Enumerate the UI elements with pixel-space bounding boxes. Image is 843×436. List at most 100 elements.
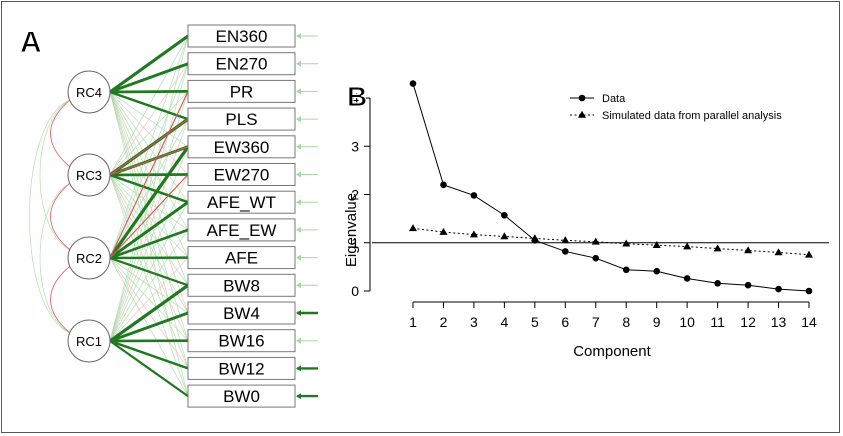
- residual-arrowhead: [296, 33, 301, 39]
- x-tick-label: 5: [531, 314, 539, 330]
- data-point: [501, 211, 508, 219]
- indicator-en270: EN270: [187, 52, 296, 76]
- loading-edge: [109, 34, 189, 94]
- x-tick-label: 12: [740, 314, 756, 330]
- path-diagram: EN360 EN270 PR PLS EW360 EW270 AFE_WT AFE_EW AFE…: [20, 24, 318, 408]
- plot-series: [409, 80, 813, 295]
- panel-b-label: B: [347, 81, 367, 112]
- indicator-en360: EN360: [187, 24, 296, 48]
- residual-arrowhead: [296, 116, 301, 123]
- x-tick-label: 13: [771, 314, 787, 330]
- simulated-point: [409, 224, 417, 232]
- indicator-label: BW4: [223, 304, 260, 323]
- negative-loading-edge: [109, 118, 189, 176]
- simulated-point: [652, 240, 661, 248]
- loading-edge: [109, 283, 189, 343]
- simulated-series-line: [412, 227, 810, 256]
- residual-arrows: [296, 33, 318, 400]
- simulated-point: [469, 230, 478, 238]
- indicator-box: [187, 301, 296, 325]
- indicator-label: PLS: [225, 110, 257, 129]
- indicator-afe_wt: AFE_WT: [187, 190, 296, 214]
- loading-edge: [109, 90, 189, 94]
- indicator-label: EW360: [214, 138, 270, 157]
- loading-edge: [109, 173, 189, 204]
- simulated-point: [591, 237, 600, 245]
- indicator-box: [187, 107, 296, 131]
- residual-arrowhead: [296, 393, 301, 400]
- y-tick-label: 0: [351, 283, 359, 299]
- loading-edge: [109, 228, 189, 260]
- residual-arrowhead: [296, 365, 301, 372]
- data-point: [440, 181, 447, 189]
- simulated-point: [744, 246, 753, 254]
- indicator-bw0: BW0: [187, 384, 296, 408]
- loading-edges: [29, 34, 190, 397]
- factor-circle: [67, 319, 111, 363]
- data-point: [592, 254, 600, 262]
- data-point: [622, 266, 630, 274]
- cross-loading-edge: [109, 63, 189, 176]
- plot-legend: Data Simulated data from parallel analysi…: [570, 93, 782, 122]
- indicator-afe_ew: AFE_EW: [187, 218, 296, 242]
- indicator-pr: PR: [187, 79, 296, 103]
- indicator-box: [187, 246, 296, 270]
- y-tick-label: 1: [351, 235, 359, 251]
- factor-circle: [67, 70, 111, 114]
- factor-rc3: RC3: [67, 153, 111, 197]
- indicator-box: [187, 273, 296, 297]
- legend-label: Simulated data from parallel analysis: [602, 110, 782, 122]
- indicator-bw4: BW4: [187, 301, 296, 325]
- indicator-ew360: EW360: [187, 135, 296, 159]
- x-tick-label: 9: [653, 314, 661, 330]
- legend-label: Data: [602, 93, 626, 105]
- data-series-line: [412, 83, 810, 292]
- indicator-box: [187, 163, 296, 186]
- loading-edge: [109, 311, 189, 343]
- legend-triangle-marker: [578, 110, 586, 118]
- indicator-label: EN360: [216, 27, 268, 46]
- indicator-afe: AFE: [187, 246, 296, 270]
- loading-edge: [108, 145, 190, 259]
- x-tick-label: 2: [440, 314, 448, 330]
- factor-rc4: RC4: [67, 70, 111, 114]
- indicator-box: [187, 384, 296, 408]
- x-axis-title: Component: [573, 343, 651, 360]
- simulated-point: [561, 236, 570, 244]
- indicator-bw12: BW12: [187, 356, 296, 380]
- indicator-box: [187, 24, 296, 48]
- y-axis-title: Eigenvalue: [343, 193, 360, 267]
- indicator-label: BW0: [223, 387, 260, 406]
- y-tick-label: 2: [351, 187, 359, 203]
- factor-correlation-arc: [50, 265, 71, 334]
- indicator-box: [187, 329, 296, 353]
- data-point: [653, 267, 660, 275]
- factor-correlation-arc: [50, 182, 71, 251]
- data-point: [805, 287, 813, 295]
- negative-loading-edge: [109, 174, 189, 259]
- simulated-point: [683, 242, 692, 250]
- legend-circle-marker: [578, 94, 586, 102]
- simulated-point: [622, 239, 631, 247]
- factor-correlation-arc: [50, 99, 71, 168]
- factor-label: RC4: [76, 85, 102, 100]
- indicator-label: PR: [230, 82, 254, 101]
- factor-rc2: RC2: [67, 236, 111, 280]
- x-tick-label: 3: [470, 314, 478, 330]
- data-point: [714, 279, 721, 287]
- simulated-point: [530, 234, 539, 242]
- data-point: [683, 275, 691, 282]
- factor-nodes: RC4 RC3 RC2 RC1: [67, 70, 111, 363]
- factor-correlation-arc: [39, 182, 71, 334]
- legend-entry: Simulated data from parallel analysis: [570, 110, 782, 122]
- negative-loading-edge: [109, 146, 189, 176]
- x-tick-label: 4: [500, 314, 508, 330]
- simulated-point: [439, 227, 448, 235]
- residual-arrowhead: [296, 60, 301, 67]
- indicator-label: BW12: [218, 359, 264, 378]
- indicator-bw16: BW16: [187, 329, 296, 353]
- indicator-box: [187, 52, 296, 76]
